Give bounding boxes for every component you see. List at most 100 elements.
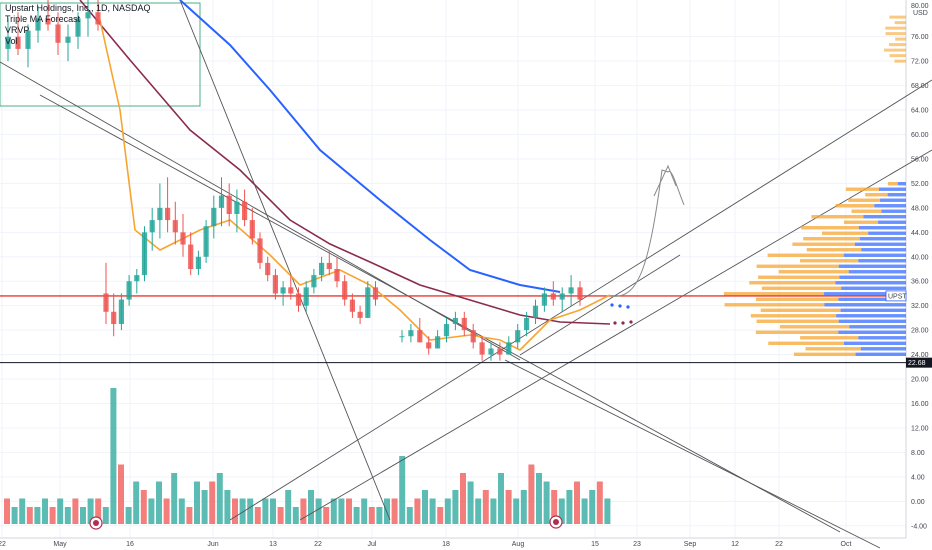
- price-tick-label: 36.00: [911, 279, 929, 286]
- candle-body: [349, 299, 355, 312]
- volume-bar: [194, 481, 200, 524]
- candle-body: [559, 293, 565, 300]
- volume-bar: [551, 490, 558, 524]
- vrvp-bar-up: [858, 226, 906, 230]
- candle-body: [524, 317, 530, 331]
- legend-indicator-vrvp[interactable]: VRVP: [5, 25, 30, 35]
- vrvp-bar-down: [778, 270, 849, 274]
- volume-bar: [429, 498, 436, 524]
- vrvp-bar-down: [724, 303, 825, 307]
- candle-body: [242, 201, 248, 221]
- volume-bar: [209, 481, 216, 524]
- candle-body: [365, 287, 371, 318]
- vrvp-bar-up: [860, 347, 906, 351]
- ma-forecast-dot: [626, 305, 630, 309]
- legend-indicator-triple-ma[interactable]: Triple MA Forecast: [5, 14, 81, 24]
- vrvp-bar-top: [884, 48, 906, 52]
- candle-body: [165, 207, 171, 221]
- volume-bar: [490, 498, 497, 524]
- volume-bar: [384, 498, 390, 524]
- vrvp-bar-down: [755, 330, 839, 334]
- price-tick-label: 48.00: [911, 205, 929, 212]
- vrvp-bar-up: [844, 341, 906, 345]
- volume-bar: [201, 490, 208, 524]
- candle-body: [141, 232, 148, 276]
- volume-bar: [277, 507, 284, 524]
- time-tick-label: 22: [314, 541, 322, 548]
- candle-body: [180, 232, 186, 245]
- vrvp-bar-up: [836, 314, 906, 318]
- candle-body: [157, 207, 163, 221]
- ma-fast-line: [99, 19, 611, 351]
- vrvp-bar-up: [824, 292, 906, 296]
- time-tick-label: 18: [442, 541, 450, 548]
- vrvp-bar-up: [897, 182, 906, 186]
- vrvp-bar-down: [723, 292, 825, 296]
- support-price-tag-bg: [906, 357, 932, 368]
- volume-bar: [49, 507, 56, 524]
- volume-bar: [102, 507, 109, 524]
- volume-bar: [338, 498, 345, 524]
- time-tick-label: Sep: [684, 541, 697, 548]
- vrvp-bar-up: [878, 187, 906, 191]
- price-tick-label: 44.00: [911, 230, 929, 237]
- earnings-marker-dot: [93, 520, 99, 526]
- ma-forecast-dot: [629, 320, 633, 324]
- candle-body: [288, 287, 294, 294]
- volume-bar: [232, 498, 238, 524]
- price-tick-label: 68.00: [911, 83, 929, 90]
- vrvp-bar-up: [848, 270, 906, 274]
- price-tick-label: 20.00: [911, 377, 929, 384]
- trendline: [179, 0, 391, 521]
- ma-forecast-dot: [621, 321, 625, 325]
- price-tick-label: 64.00: [911, 108, 929, 115]
- support-price-tag: 22.68: [908, 360, 926, 367]
- vrvp-bar-down: [749, 281, 836, 285]
- vrvp-bar-up: [859, 237, 906, 241]
- candle-body: [452, 317, 458, 325]
- candle-body: [172, 220, 178, 233]
- volume-bar: [148, 498, 155, 524]
- volume-bar: [87, 498, 94, 524]
- vrvp-bar-down: [792, 242, 855, 246]
- volume-bar: [110, 388, 117, 524]
- trendline: [299, 149, 932, 521]
- volume-bar: [118, 464, 124, 524]
- volume-bar: [186, 507, 193, 524]
- trendline: [504, 359, 881, 549]
- volume-bar: [125, 507, 132, 524]
- ma-forecast-dot: [610, 303, 614, 307]
- vrvp-bar-up: [838, 330, 906, 334]
- volume-bar: [171, 473, 178, 524]
- symbol-tag-bg: [885, 290, 907, 302]
- candle-body: [280, 287, 286, 294]
- candle-body: [426, 342, 432, 349]
- volume-bar: [596, 481, 603, 524]
- vrvp-bar-up: [861, 248, 906, 252]
- candle-body: [272, 275, 278, 294]
- trendline: [229, 79, 932, 521]
- time-tick-label: Oct: [841, 541, 852, 548]
- candle-body: [408, 330, 414, 337]
- vrvp-bar-top: [885, 32, 906, 36]
- price-tick-label: 28.00: [911, 328, 929, 335]
- vrvp-bar-down: [761, 286, 842, 290]
- vrvp-bar-up: [843, 253, 906, 257]
- volume-bar: [323, 507, 330, 524]
- vrvp-bar-down: [835, 204, 875, 208]
- candle-body: [515, 330, 521, 343]
- volume-bar: [520, 490, 527, 524]
- vrvp-bar-top: [895, 37, 906, 41]
- legend-symbol[interactable]: Upstart Holdings, Inc., 1D, NASDAQ: [5, 3, 151, 13]
- vrvp-bar-down: [844, 220, 879, 224]
- legend-indicator-vol[interactable]: Vol: [5, 36, 18, 46]
- candle-body: [577, 287, 583, 300]
- price-tick-label: 0.00: [911, 499, 925, 506]
- volume-bar: [566, 490, 573, 524]
- candle-body: [85, 12, 91, 19]
- candle-body: [55, 24, 61, 43]
- projection-arrow-head: [653, 164, 677, 197]
- vrvp-bar-down: [822, 231, 869, 235]
- volume-bar: [467, 481, 474, 524]
